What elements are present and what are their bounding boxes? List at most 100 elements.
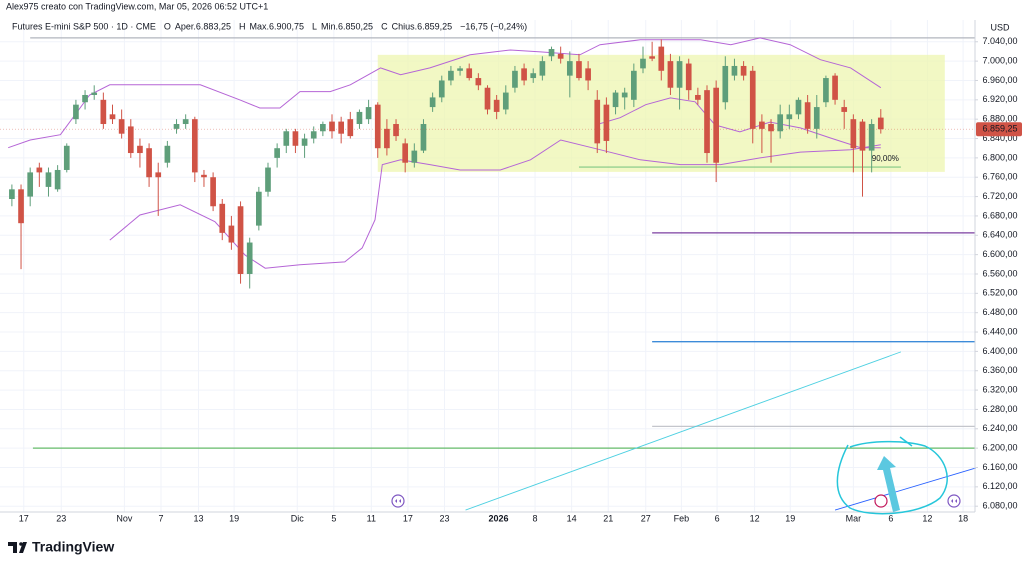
event-icon[interactable] [391,494,405,508]
candle-body [54,169,61,190]
candle-body [457,68,463,71]
candle-body [301,138,308,146]
x-tick-label: 18 [958,513,968,523]
y-tick-label: 6.280,00 [982,404,1017,414]
candle-body [320,124,326,132]
y-tick-label: 6.080,00 [982,501,1017,511]
legend-change: −16,75 (−0,24%) [460,21,527,31]
last-price-tag [976,122,1022,137]
x-tick-label: 14 [567,513,577,523]
candle-body [621,92,628,98]
candle-body [237,206,244,274]
candle-body [347,119,354,137]
y-tick-label: 6.440,00 [982,326,1017,336]
candle-body [612,92,619,108]
candle-body [667,61,674,88]
candle-body [658,46,665,71]
x-tick-label: 19 [229,513,239,523]
candle-body [109,114,116,120]
candle-body [850,119,857,149]
candle-body [631,70,637,100]
candle-body [228,225,235,243]
y-tick-label: 6.120,00 [982,481,1017,491]
x-tick-label: 23 [440,513,450,523]
event-icon-glyph [951,499,957,503]
candle-body [832,75,838,100]
x-tick-label: 12 [750,513,760,523]
candle-body [356,111,363,125]
candle-body [45,172,52,187]
candle-body [191,119,198,173]
event-icon[interactable] [947,494,961,508]
candle-body [813,107,820,129]
candle-body [640,58,646,69]
y-tick-label: 6.640,00 [982,230,1017,240]
legend-key: H [239,21,246,31]
candle-body [429,97,436,108]
legend-key: C [381,21,388,31]
logo-text: TradingView [32,539,114,555]
x-tick-label: 12 [922,513,932,523]
event-icon[interactable] [874,494,888,508]
candle-body [877,117,884,130]
bollinger-band [8,37,882,149]
legend-value: Min.6.850,25 [321,21,373,31]
candle-body [868,124,875,151]
x-tick-label: 8 [533,513,538,523]
candle-body [201,174,207,178]
candle-body [292,131,299,146]
y-tick-label: 6.240,00 [982,423,1017,433]
candle-body [566,61,573,76]
candle-body [713,87,719,163]
candle-body [740,65,747,76]
candle-body [82,94,88,103]
legend-key: O [164,21,171,31]
candle-body [768,124,774,132]
x-tick-label: 6 [888,513,893,523]
y-tick-label: 7.040,00 [982,36,1017,46]
candle-body [118,119,125,134]
x-tick-label: 21 [603,513,613,523]
candle-body [265,167,271,192]
candle-body [310,131,317,139]
candle-body [722,65,729,103]
candle-body [557,53,564,59]
logo: TradingView [8,539,114,555]
x-tick-label: 2026 [488,513,508,523]
x-tick-label: 17 [19,513,29,523]
candle-body [9,189,15,199]
candle-body [749,70,756,129]
candle-body [173,124,180,129]
plot-area: 90,00% [0,37,977,511]
currency: USD [990,22,1010,32]
bollinger-band [595,97,881,149]
candle-body [27,172,34,197]
x-tick-label: 17 [403,513,413,523]
y-tick-label: 6.200,00 [982,443,1017,453]
y-tick-label: 6.360,00 [982,365,1017,375]
candle-body [219,203,226,233]
candle-body [338,121,344,134]
y-tick-label: 6.600,00 [982,249,1017,259]
candle-body [704,90,710,154]
annotation-circle [836,440,948,515]
candle-body [438,80,445,98]
candle-body [210,177,216,207]
candle-body [100,99,107,125]
candle-body [731,65,738,76]
candle-body [594,99,601,144]
candle-body [502,92,509,110]
y-tick-label: 6.920,00 [982,94,1017,104]
x-tick-label: 11 [367,513,376,523]
candle-body [146,148,152,178]
y-tick-label: 6.320,00 [982,384,1017,394]
candle-body [448,70,454,81]
legend-value: Chius.6.859,25 [392,21,453,31]
candle-body [63,145,70,170]
candle-body [374,104,381,149]
trend-line [465,351,902,511]
symbol: Futures E-mini S&P 500 · 1D · CME [12,21,156,31]
y-tick-label: 6.480,00 [982,307,1017,317]
annotation-arrow [877,456,900,512]
